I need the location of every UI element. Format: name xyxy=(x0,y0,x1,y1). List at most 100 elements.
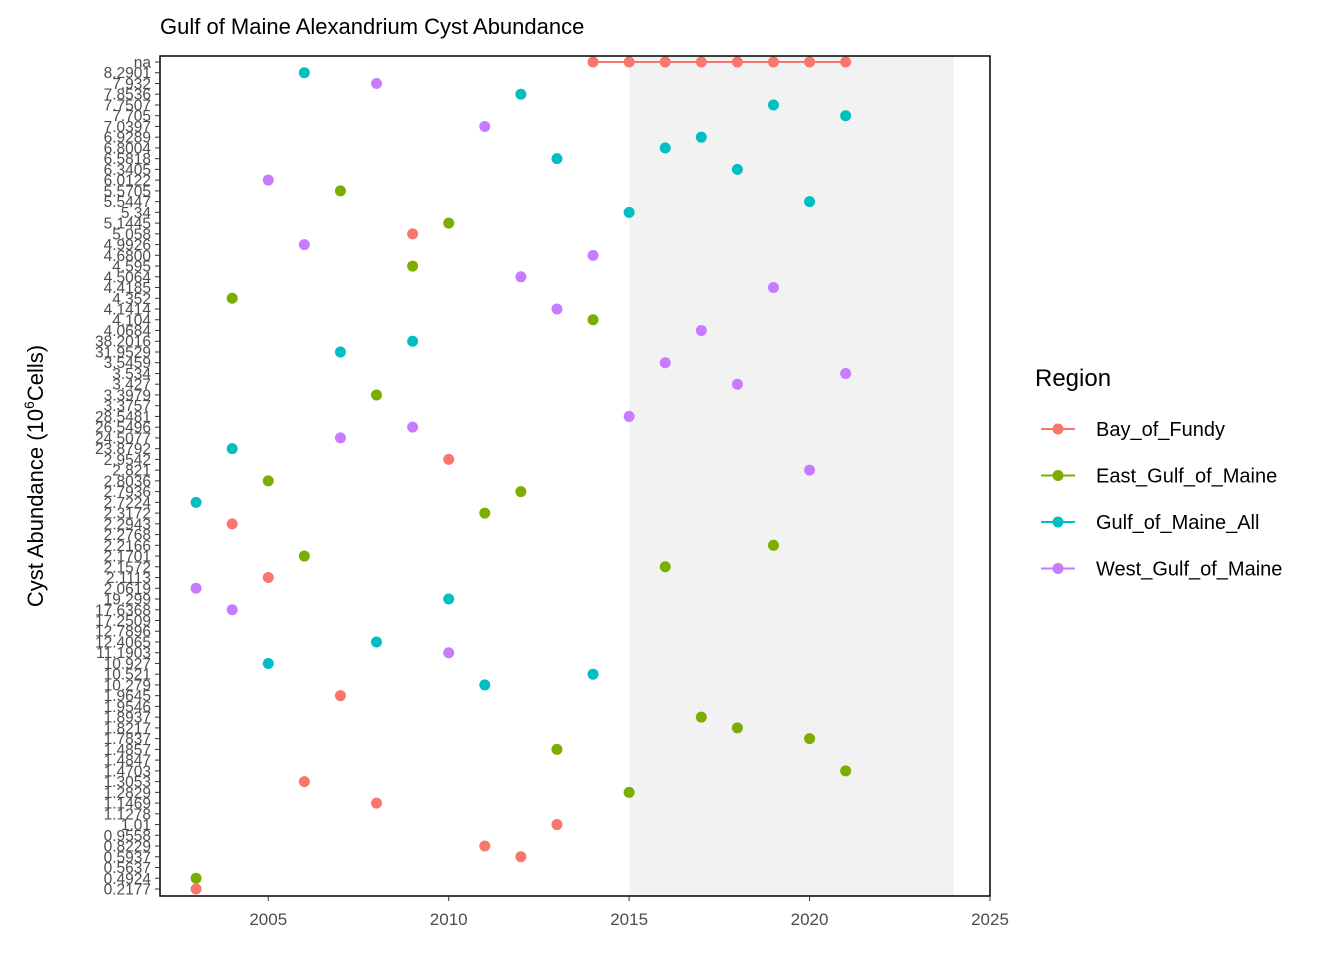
y-tick-label: 3.3979 xyxy=(104,387,151,404)
y-tick-label: 2.1701 xyxy=(104,549,151,566)
legend-label: West_Gulf_of_Maine xyxy=(1096,559,1282,581)
data-point xyxy=(334,432,346,444)
series-West_Gulf_of_Maine xyxy=(190,77,852,659)
data-point xyxy=(226,443,238,455)
data-point xyxy=(587,314,599,326)
y-tick-label: 2.2943 xyxy=(104,516,151,533)
data-point xyxy=(190,582,202,594)
data-point xyxy=(334,346,346,358)
data-point xyxy=(551,303,563,315)
legend-key-point xyxy=(1052,423,1064,435)
y-tick-label: 5.058 xyxy=(112,226,151,243)
legend-key-point xyxy=(1052,563,1064,574)
y-tick-label: 2.8036 xyxy=(104,473,151,490)
series-Bay_of_Fundy xyxy=(190,56,852,895)
data-point xyxy=(731,163,743,175)
data-point xyxy=(371,77,383,89)
plot-panel xyxy=(159,55,991,897)
y-tick-label: 17.2509 xyxy=(95,613,151,630)
data-point xyxy=(695,711,707,723)
y-tick-label: 1.3053 xyxy=(104,774,151,791)
data-point xyxy=(804,464,816,476)
y-tick-label: 4.352 xyxy=(112,291,151,308)
legend-title: Region xyxy=(1035,365,1111,392)
data-point xyxy=(407,228,419,240)
y-tick-label: 0.5637 xyxy=(104,860,151,877)
data-point xyxy=(443,647,455,659)
data-point xyxy=(587,668,599,680)
data-point xyxy=(371,389,383,401)
y-tick-label: 1.8217 xyxy=(104,720,151,737)
data-point xyxy=(731,56,743,68)
data-point xyxy=(623,410,635,422)
legend-item: Bay_of_Fundy xyxy=(1041,419,1225,441)
y-axis-label-superscript: 6 xyxy=(21,401,37,409)
y-tick-label: 7.0397 xyxy=(104,119,151,136)
y-tick-label: 6.0122 xyxy=(104,173,151,190)
y-tick-label: 0.2177 xyxy=(104,882,151,899)
y-tick-label: 12.7896 xyxy=(95,624,151,641)
y-axis-ticks: 0.21770.49240.56370.59370.82290.95581.01… xyxy=(95,55,160,899)
data-point xyxy=(479,120,491,132)
y-tick-label: 7.8536 xyxy=(104,87,151,104)
data-point xyxy=(551,743,563,755)
y-tick-label: 7.705 xyxy=(112,108,151,125)
data-point xyxy=(695,56,707,68)
data-point xyxy=(371,797,383,809)
data-point xyxy=(190,872,202,884)
data-point xyxy=(804,733,816,745)
data-point xyxy=(515,851,527,863)
y-tick-label: 4.6800 xyxy=(104,248,152,265)
data-point xyxy=(840,765,852,777)
y-tick-label: 3.534 xyxy=(112,366,151,383)
data-point xyxy=(840,367,852,379)
y-tick-label: 10.279 xyxy=(104,677,151,694)
data-point xyxy=(731,378,743,390)
data-point xyxy=(298,776,310,788)
data-point xyxy=(587,249,599,261)
data-point xyxy=(515,271,527,283)
y-tick-label: 0.4924 xyxy=(104,871,152,888)
x-tick-label: 2020 xyxy=(791,910,829,929)
legend-key-point xyxy=(1052,516,1064,528)
y-tick-label: 1.4857 xyxy=(104,742,151,759)
chart-title: Gulf of Maine Alexandrium Cyst Abundance xyxy=(160,14,584,39)
data-point xyxy=(551,819,563,831)
data-point xyxy=(334,185,346,197)
data-point xyxy=(479,679,491,691)
y-tick-label: 6.9289 xyxy=(104,130,151,147)
data-point xyxy=(695,325,707,337)
legend-label: Bay_of_Fundy xyxy=(1096,419,1225,441)
y-tick-label: 38.2016 xyxy=(95,334,151,351)
y-tick-label: 2.0619 xyxy=(104,581,151,598)
data-point xyxy=(840,110,852,122)
data-point xyxy=(226,604,238,616)
data-point xyxy=(407,335,419,347)
y-tick-label: 6.5818 xyxy=(104,151,151,168)
x-tick-label: 2010 xyxy=(430,910,468,929)
legend-label: Gulf_of_Maine_All xyxy=(1096,512,1259,534)
data-point xyxy=(767,99,779,111)
y-tick-label: 1.9546 xyxy=(104,699,151,716)
y-tick-label: 1.9645 xyxy=(104,688,151,705)
y-tick-label: 10.927 xyxy=(104,656,151,673)
data-point xyxy=(226,292,238,304)
data-point xyxy=(695,131,707,143)
y-tick-label: 2.3172 xyxy=(104,506,151,523)
data-point xyxy=(804,56,816,68)
y-tick-label: 2.2768 xyxy=(104,527,151,544)
y-tick-label: 5.34 xyxy=(121,205,152,222)
legend-item: Gulf_of_Maine_All xyxy=(1041,512,1259,534)
y-tick-label: 5.1445 xyxy=(104,216,151,233)
data-point xyxy=(659,142,671,154)
y-tick-label: 1.8937 xyxy=(104,710,151,727)
data-point xyxy=(262,174,274,186)
data-point xyxy=(190,883,202,895)
data-point xyxy=(190,496,202,508)
y-tick-label: 2.1572 xyxy=(104,559,151,576)
data-point xyxy=(659,56,671,68)
y-tick-label: 2.7936 xyxy=(104,484,151,501)
data-point xyxy=(840,56,852,68)
y-tick-label: 1.1278 xyxy=(104,806,151,823)
